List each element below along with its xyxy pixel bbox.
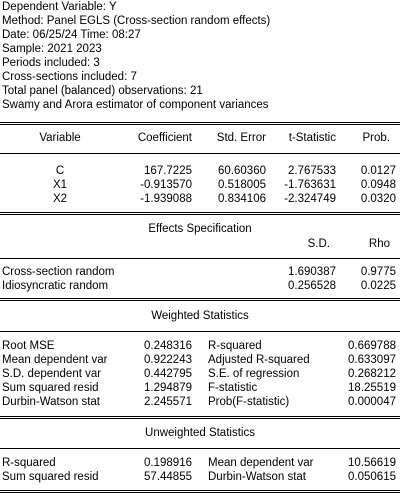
stat-label: Durbin-Watson stat	[208, 471, 306, 483]
weighted-title: Weighted Statistics	[151, 310, 249, 322]
divider	[0, 448, 400, 449]
divider	[0, 298, 400, 299]
stat-label: Sum squared resid	[2, 382, 99, 394]
divider	[0, 416, 400, 417]
stat-value: 10.56619	[348, 457, 396, 469]
prob: 0.0948	[360, 179, 396, 191]
coefficient: -0.913570	[140, 179, 192, 191]
stat-label: F-statistic	[208, 382, 258, 394]
stat-value: 0.633097	[348, 354, 396, 366]
stat-value: 0.669788	[348, 340, 396, 352]
stat-value: 0.922243	[144, 354, 192, 366]
std-error: 60.60360	[218, 165, 266, 177]
stat-label: Sum squared resid	[2, 471, 99, 483]
stat-label: Mean dependent var	[208, 457, 314, 469]
stat-value: 0.198916	[144, 457, 192, 469]
stat-label: Root MSE	[2, 340, 55, 352]
stat-label: Adjusted R-squared	[208, 354, 310, 366]
stat-label: S.D. dependent var	[2, 368, 102, 380]
stat-label: Mean dependent var	[2, 354, 108, 366]
header-cross-sections: Cross-sections included: 7	[2, 71, 137, 83]
header-method: Method: Panel EGLS (Cross-section random…	[2, 15, 271, 27]
col-header-prob: Prob.	[362, 132, 391, 144]
header-estimator: Swamy and Arora estimator of component v…	[2, 99, 269, 111]
col-header-sd: S.D.	[307, 238, 330, 250]
unweighted-title: Unweighted Statistics	[145, 427, 255, 439]
effects-title: Effects Specification	[148, 223, 252, 235]
stat-value: 2.245571	[144, 396, 192, 408]
stat-label: Prob(F-statistic)	[208, 396, 290, 408]
stat-value: 1.294879	[144, 382, 192, 394]
prob: 0.0320	[360, 193, 396, 205]
col-header-variable: Variable	[39, 132, 81, 144]
variable-name: X2	[52, 193, 68, 205]
header-dependent-variable: Dependent Variable: Y	[2, 1, 117, 13]
effect-label: Cross-section random	[2, 266, 115, 278]
t-statistic: -2.324749	[284, 193, 336, 205]
divider	[0, 300, 400, 301]
stat-value: 18.25519	[348, 382, 396, 394]
col-header-t-statistic: t-Statistic	[288, 132, 336, 144]
header-date-time: Date: 06/25/24 Time: 08:27	[2, 29, 141, 41]
stat-value: 0.442795	[144, 368, 192, 380]
effect-rho: 0.9775	[360, 266, 396, 278]
stat-label: S.E. of regression	[208, 368, 300, 380]
header-sample: Sample: 2021 2023	[2, 43, 102, 55]
variable-name: C	[55, 165, 65, 177]
effect-rho: 0.0225	[360, 280, 396, 292]
stat-value: 0.050615	[348, 471, 396, 483]
stat-value: 0.268212	[348, 368, 396, 380]
header-observations: Total panel (balanced) observations: 21	[2, 85, 203, 97]
col-header-std-error: Std. Error	[216, 132, 266, 144]
std-error: 0.518005	[218, 179, 266, 191]
divider	[0, 212, 400, 213]
divider	[0, 492, 400, 493]
divider	[0, 153, 400, 154]
header-periods: Periods included: 3	[2, 57, 100, 69]
divider	[0, 331, 400, 332]
coefficient: -1.939088	[140, 193, 192, 205]
stat-value: 0.248316	[144, 340, 192, 352]
divider	[0, 214, 400, 215]
std-error: 0.834106	[218, 193, 266, 205]
divider	[0, 124, 400, 125]
stat-label: R-squared	[208, 340, 262, 352]
effect-sd: 0.256528	[288, 280, 336, 292]
t-statistic: 2.767533	[288, 165, 336, 177]
divider	[0, 122, 400, 123]
coefficient: 167.7225	[144, 165, 192, 177]
stat-value: 57.44855	[144, 471, 192, 483]
t-statistic: -1.763631	[284, 179, 336, 191]
col-header-rho: Rho	[368, 238, 390, 250]
divider	[0, 490, 400, 491]
divider	[0, 258, 400, 259]
effect-label: Idiosyncratic random	[2, 280, 109, 292]
effect-sd: 1.690387	[288, 266, 336, 278]
variable-name: X1	[52, 179, 68, 191]
prob: 0.0127	[360, 165, 396, 177]
stat-value: 0.000047	[348, 396, 396, 408]
divider	[0, 418, 400, 419]
col-header-coefficient: Coefficient	[137, 132, 192, 144]
stat-label: R-squared	[2, 457, 56, 469]
stat-label: Durbin-Watson stat	[2, 396, 100, 408]
